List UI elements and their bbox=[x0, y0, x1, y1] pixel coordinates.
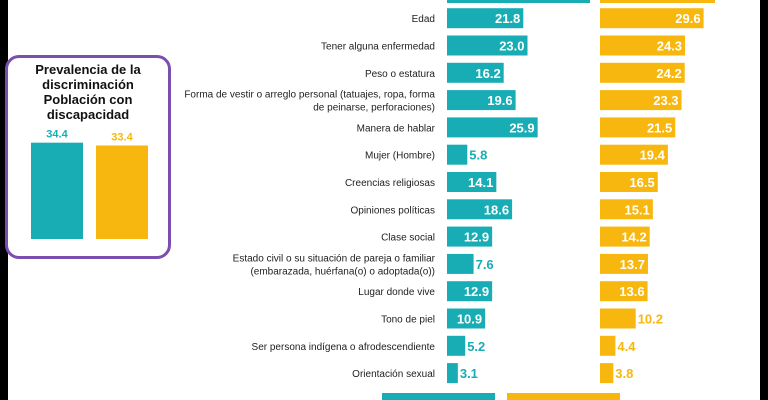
bar-series-1 bbox=[447, 363, 458, 384]
data-label-series-1: 5.2 bbox=[467, 339, 485, 354]
bar-series-2 bbox=[600, 308, 636, 329]
category-label: Mujer (Hombre) bbox=[365, 151, 435, 162]
data-label-series-2: 16.5 bbox=[629, 175, 654, 190]
category-label: Ser persona indígena o afrodescendiente bbox=[252, 342, 436, 353]
data-label-series-1: 7.6 bbox=[476, 257, 494, 272]
bar-series-2 bbox=[600, 172, 658, 192]
category-label: Lugar donde vive bbox=[358, 287, 435, 298]
data-label-series-1: 23.0 bbox=[499, 39, 524, 54]
summary-bar-1 bbox=[31, 142, 83, 239]
data-label-series-2: 21.5 bbox=[647, 120, 672, 135]
data-label-series-2: 15.1 bbox=[625, 202, 650, 217]
bar-series-1 bbox=[447, 8, 524, 29]
bar-series-1 bbox=[447, 335, 466, 356]
summary-title-line: Población con bbox=[43, 92, 133, 107]
data-label-series-2: 13.6 bbox=[619, 284, 644, 299]
data-label-series-1: 18.6 bbox=[484, 202, 509, 217]
legend-swatch-series-1 bbox=[382, 393, 495, 400]
bar-series-2 bbox=[600, 62, 685, 83]
data-label-series-2: 4.4 bbox=[617, 339, 636, 354]
bar-series-1 bbox=[447, 144, 468, 165]
bar-series-1 bbox=[447, 90, 516, 111]
bar-series-1 bbox=[447, 308, 486, 329]
data-label-series-1: 5.8 bbox=[469, 148, 487, 163]
data-label-series-2: 10.2 bbox=[638, 312, 663, 327]
prevalence-summary-panel: Prevalencia de la discriminación Poblaci… bbox=[5, 55, 171, 259]
data-label-series-2: 13.7 bbox=[620, 257, 645, 272]
bar-series-2 bbox=[600, 144, 668, 165]
data-label-series-1: 12.9 bbox=[464, 230, 489, 245]
data-label-series-2: 24.3 bbox=[657, 39, 682, 54]
bar-series-2 bbox=[600, 8, 704, 29]
bar-series-1 bbox=[447, 117, 538, 138]
left-border bbox=[0, 0, 8, 400]
cropped-top-bar-series-1 bbox=[447, 0, 590, 3]
data-label-series-2: 24.2 bbox=[656, 66, 681, 81]
right-border bbox=[760, 0, 768, 400]
data-label-series-1: 21.8 bbox=[495, 11, 520, 26]
data-label-series-1: 10.9 bbox=[457, 312, 482, 327]
category-label: Clase social bbox=[381, 233, 435, 244]
bar-series-2 bbox=[600, 199, 653, 220]
bar-series-1 bbox=[447, 226, 493, 247]
bar-series-2 bbox=[600, 117, 676, 138]
bar-series-1 bbox=[447, 199, 513, 220]
summary-bar-2 bbox=[96, 145, 148, 239]
bar-series-1 bbox=[447, 62, 504, 83]
data-label-series-1: 19.6 bbox=[487, 93, 512, 108]
category-label: Opiniones políticas bbox=[351, 205, 436, 216]
bar-series-2 bbox=[600, 35, 686, 56]
summary-title-line: discapacidad bbox=[46, 107, 130, 122]
legend-swatch-series-2 bbox=[507, 393, 620, 400]
bar-series-2 bbox=[600, 90, 682, 111]
summary-title-line: Prevalencia de la bbox=[35, 62, 141, 77]
bar-series-2 bbox=[600, 335, 616, 356]
data-label-series-1: 14.1 bbox=[468, 175, 493, 190]
category-label: (embarazada, huérfana(o) o adoptada(o)) bbox=[250, 266, 435, 277]
bar-series-2 bbox=[600, 281, 648, 302]
summary-value-label-1: 34.4 bbox=[46, 129, 68, 141]
category-label: Forma de vestir o arreglo personal (tatu… bbox=[184, 90, 435, 101]
bar-series-1 bbox=[447, 253, 474, 274]
data-label-series-2: 14.2 bbox=[621, 230, 646, 245]
summary-title-line: discriminación bbox=[42, 77, 134, 92]
bar-series-2 bbox=[600, 226, 650, 247]
cropped-top-bar-series-2 bbox=[600, 0, 715, 3]
data-label-series-2: 29.6 bbox=[675, 11, 700, 26]
category-label: Edad bbox=[412, 14, 435, 25]
data-label-series-1: 12.9 bbox=[464, 284, 489, 299]
category-label: Tono de piel bbox=[381, 315, 435, 326]
bar-series-1 bbox=[447, 35, 528, 56]
category-label: Estado civil o su situación de pareja o … bbox=[233, 253, 436, 264]
data-label-series-2: 19.4 bbox=[640, 148, 666, 163]
bar-series-2 bbox=[600, 363, 614, 384]
category-label: Manera de hablar bbox=[357, 123, 436, 134]
category-label: Peso o estatura bbox=[365, 69, 435, 80]
category-label: de peinarse, perforaciones) bbox=[313, 103, 435, 114]
data-label-series-1: 16.2 bbox=[475, 66, 500, 81]
bar-series-1 bbox=[447, 281, 493, 302]
bar-series-1 bbox=[447, 172, 497, 192]
summary-value-label-2: 33.4 bbox=[111, 131, 133, 143]
category-label: Tener alguna enfermedad bbox=[321, 42, 435, 53]
category-label: Orientación sexual bbox=[352, 369, 435, 380]
data-label-series-2: 23.3 bbox=[653, 93, 678, 108]
bar-series-2 bbox=[600, 253, 648, 274]
data-label-series-1: 25.9 bbox=[509, 120, 534, 135]
summary-title: Prevalencia de la discriminación Poblaci… bbox=[8, 62, 168, 122]
category-label: Creencias religiosas bbox=[345, 178, 435, 189]
data-label-series-2: 3.8 bbox=[615, 366, 633, 381]
data-label-series-1: 3.1 bbox=[460, 366, 478, 381]
